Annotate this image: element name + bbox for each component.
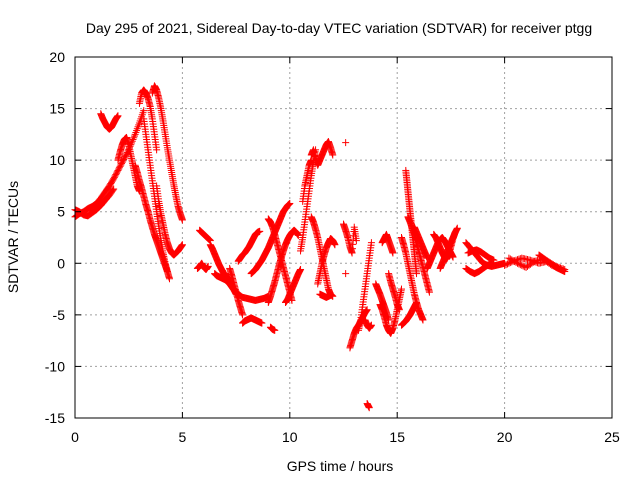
x-tick-label: 20	[497, 429, 513, 445]
data-point	[130, 132, 138, 140]
x-tick-label: 15	[389, 429, 405, 445]
data-points	[71, 82, 569, 412]
data-point	[178, 216, 186, 224]
y-axis-label: SDTVAR / TECUs	[5, 181, 21, 293]
x-tick-label: 10	[282, 429, 298, 445]
x-axis-label: GPS time / hours	[287, 458, 394, 474]
data-point	[109, 186, 117, 194]
x-tick-label: 25	[604, 429, 620, 445]
y-tick-label: 0	[57, 255, 65, 271]
x-tick-label: 5	[179, 429, 187, 445]
y-tick-label: 5	[57, 204, 65, 220]
chart-title: Day 295 of 2021, Sidereal Day-to-day VTE…	[86, 20, 592, 36]
data-point	[286, 199, 294, 207]
data-point	[153, 146, 161, 154]
data-point	[166, 275, 174, 283]
data-point	[256, 227, 264, 235]
data-point	[178, 241, 186, 249]
data-point	[110, 185, 118, 193]
y-tick-label: -10	[45, 358, 65, 374]
data-point	[163, 268, 171, 276]
data-point	[294, 231, 302, 239]
data-point	[297, 265, 305, 273]
x-tick-label: 0	[71, 429, 79, 445]
data-point	[130, 134, 138, 142]
data-point	[123, 150, 131, 158]
y-tick-label: -5	[53, 307, 66, 323]
data-point	[140, 107, 148, 115]
data-point	[114, 112, 122, 120]
data-point	[258, 319, 266, 327]
y-tick-label: 15	[49, 101, 65, 117]
data-point	[271, 326, 279, 334]
grid-lines	[75, 57, 612, 418]
data-point	[239, 311, 247, 319]
data-point	[204, 262, 212, 270]
y-tick-label: 10	[49, 152, 65, 168]
y-tick-label: 20	[49, 49, 65, 65]
y-tick-label: -15	[45, 410, 65, 426]
